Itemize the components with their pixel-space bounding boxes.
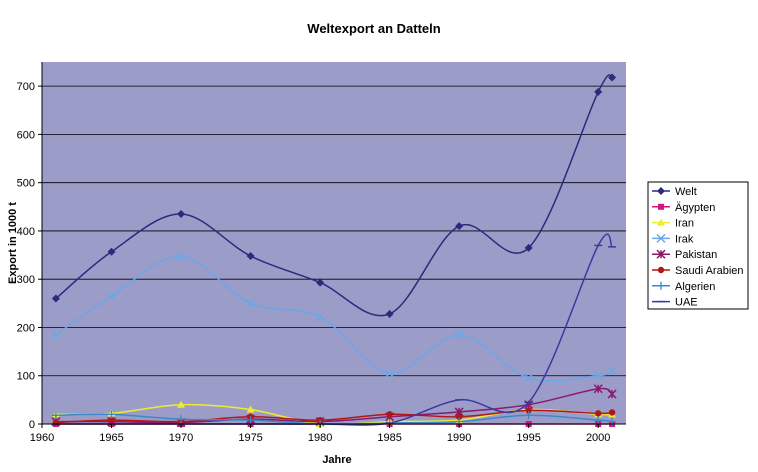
x-tick-label: 2000 — [586, 432, 610, 444]
x-tick-label: 1975 — [238, 432, 262, 444]
data-point-welt — [594, 87, 603, 96]
data-point-irak — [315, 312, 325, 322]
y-tick-label: 700 — [17, 81, 35, 93]
series-line-welt — [55, 74, 613, 317]
data-point-welt — [51, 294, 60, 303]
data-point-saudi-arabien — [594, 410, 602, 417]
data-point-welt — [107, 247, 116, 256]
y-tick-label: 300 — [17, 274, 35, 286]
data-point-saudi-arabien — [455, 413, 463, 420]
legend-marker — [656, 233, 666, 243]
data-point-algerien — [524, 411, 533, 420]
legend-box — [647, 181, 749, 310]
data-point-irak — [106, 291, 117, 301]
data-point-saudi-arabien — [108, 416, 115, 424]
data-point-irak — [51, 330, 61, 340]
data-point-pakistan — [593, 384, 603, 394]
x-axis-ticks: 1960 1965 1970 1975 1980 1985 1990 1995 2000 — [30, 424, 610, 444]
x-tick-label: 1960 — [30, 432, 54, 444]
x-axis-label: Jahre — [322, 454, 351, 466]
series-line-pakistan — [55, 387, 613, 424]
legend-marker — [656, 249, 666, 259]
legend-label: Irak — [675, 233, 694, 245]
data-point-irak — [246, 298, 256, 308]
data-point-irak — [454, 330, 464, 340]
legend-marker — [657, 187, 665, 195]
data-point-saudi-arabien — [608, 409, 616, 416]
data-point-welt — [177, 210, 186, 219]
x-tick-label: 1995 — [516, 432, 540, 444]
data-point-irak — [176, 251, 186, 262]
data-point-saudi-arabien — [525, 407, 532, 414]
data-point-welt — [455, 222, 464, 231]
y-axis-ticks: 0 100 200 300 400 500 600 700 — [17, 81, 42, 431]
legend-label: Pakistan — [675, 249, 717, 261]
data-point-welt — [524, 243, 533, 252]
y-tick-label: 100 — [17, 371, 35, 383]
y-tick-label: 400 — [17, 226, 35, 238]
x-tick-label: 1965 — [99, 432, 123, 444]
data-point-saudi-arabien — [52, 419, 60, 426]
data-point-algerien — [177, 415, 186, 424]
data-point-algerien — [594, 416, 603, 425]
x-tick-label: 1990 — [447, 432, 471, 444]
legend-label: Algerien — [675, 281, 715, 293]
x-tick-label: 1980 — [308, 432, 332, 444]
data-point-saudi-arabien — [386, 411, 393, 418]
data-point-welt — [385, 309, 394, 318]
series-line-irak — [55, 255, 613, 382]
y-axis-label: Export in 1000 t — [7, 202, 19, 284]
legend: Welt Ägypten Iran Irak Pakistan Saudi Arabien… — [647, 181, 749, 310]
legend-label: UAE — [675, 297, 698, 309]
legend-label: Saudi Arabien — [675, 265, 744, 277]
data-point-welt — [316, 278, 325, 287]
data-point-iran — [177, 400, 186, 408]
legend-label: Iran — [675, 218, 694, 230]
legend-marker — [657, 281, 665, 290]
plot-area — [42, 62, 626, 424]
data-point-pakistan — [607, 389, 617, 399]
data-point-irak — [593, 371, 603, 381]
legend-marker — [657, 266, 665, 274]
x-tick-label: 1970 — [169, 432, 193, 444]
data-point-algerien — [107, 410, 116, 419]
data-point-algerien — [246, 416, 255, 425]
data-point-iran — [246, 405, 255, 413]
data-point-irak — [524, 373, 534, 383]
y-tick-label: 0 — [29, 419, 35, 431]
data-point-welt — [608, 73, 617, 82]
x-tick-label: 1985 — [377, 432, 401, 444]
series-line-saudi-arabien — [55, 409, 613, 424]
data-point-irak — [385, 368, 395, 378]
y-tick-label: 500 — [17, 178, 35, 190]
legend-marker — [658, 203, 664, 210]
data-point-welt — [246, 252, 255, 261]
legend-label: Welt — [675, 186, 697, 198]
data-point-algerien — [51, 411, 60, 420]
y-tick-label: 600 — [17, 129, 35, 141]
legend-label: Ägypten — [675, 202, 715, 214]
y-tick-label: 200 — [17, 322, 35, 334]
legend-marker — [657, 218, 665, 226]
chart-title: Weltexport an Datteln — [307, 21, 440, 36]
data-point-irak — [607, 366, 617, 376]
